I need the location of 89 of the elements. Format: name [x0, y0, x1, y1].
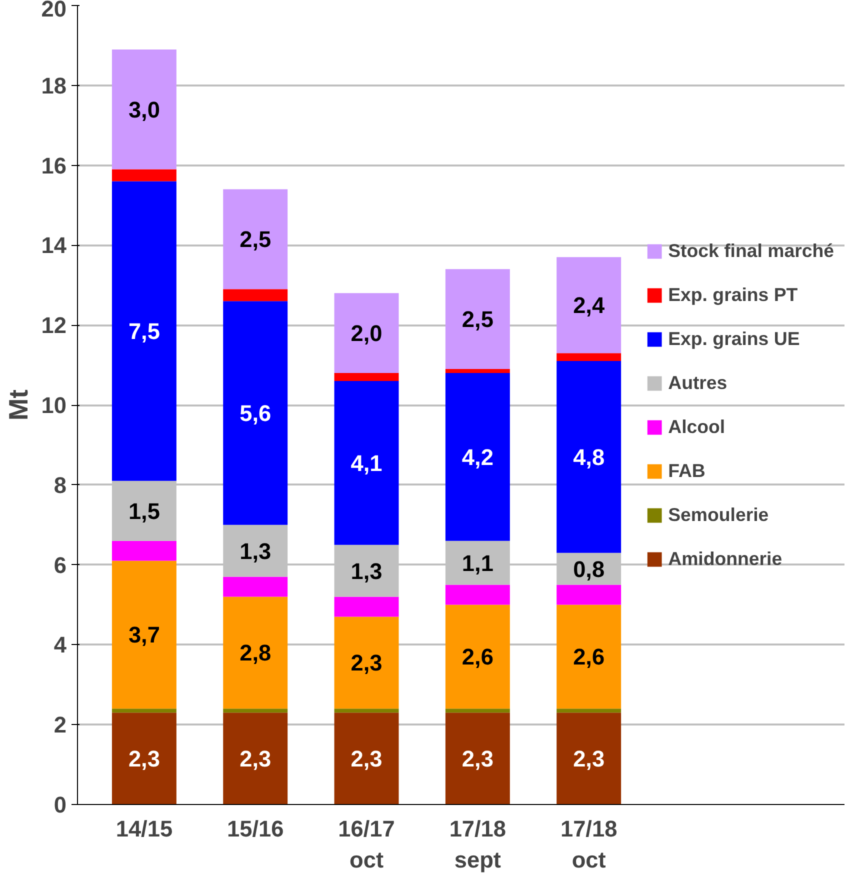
data-label: 5,6 — [240, 400, 272, 426]
data-label: 1,1 — [462, 550, 494, 576]
bar — [334, 544, 399, 597]
data-label: 0,8 — [573, 556, 605, 582]
bar — [223, 289, 288, 302]
legend-label: Exp. grains PT — [668, 284, 798, 306]
bar — [556, 708, 622, 713]
bar — [556, 604, 622, 709]
legend-label: Exp. grains UE — [668, 328, 800, 350]
bar — [445, 373, 510, 541]
y-axis-title: Mt — [3, 389, 34, 421]
bar — [223, 189, 288, 290]
bar — [112, 480, 176, 541]
x-tick-label: 15/16 — [227, 816, 284, 842]
bar — [556, 712, 622, 804]
bar — [334, 373, 399, 382]
bar — [112, 181, 176, 481]
y-tick-label: 4 — [54, 632, 67, 658]
bar — [112, 712, 176, 804]
bar — [112, 169, 176, 182]
y-tick-label: 2 — [54, 712, 67, 738]
y-tick-label: 14 — [41, 232, 67, 258]
data-label: 3,0 — [128, 96, 160, 122]
bar — [223, 708, 288, 713]
bar — [112, 560, 176, 709]
data-label: 4,2 — [462, 444, 494, 470]
data-label: 2,6 — [573, 644, 605, 670]
bar — [334, 293, 399, 374]
y-tick-label: 18 — [41, 72, 66, 98]
x-tick-label: 16/17 oct — [338, 816, 395, 873]
data-label: 3,7 — [128, 622, 160, 648]
bar — [556, 584, 622, 605]
data-label: 2,3 — [240, 746, 272, 772]
bar — [334, 381, 399, 545]
legend-label: Autres — [668, 372, 728, 394]
data-label: 2,3 — [350, 650, 382, 676]
bar — [223, 301, 288, 525]
data-label: 2,8 — [240, 640, 272, 666]
bar — [556, 361, 622, 553]
bar — [445, 540, 510, 585]
data-label: 2,6 — [462, 644, 494, 670]
bar — [445, 584, 510, 605]
bar — [223, 524, 288, 577]
legend-label: Amidonnerie — [668, 548, 782, 570]
x-tick-label: 17/18 sept — [449, 816, 506, 873]
bar — [334, 708, 399, 713]
y-tick-label: 20 — [41, 0, 66, 22]
x-tick-label: 17/18 oct — [560, 816, 618, 873]
data-label: 2,3 — [462, 746, 494, 772]
legend-label: Stock final marché — [668, 240, 834, 262]
y-tick-label: 8 — [54, 472, 67, 498]
bar — [223, 596, 288, 709]
bar — [223, 576, 288, 597]
bar — [445, 712, 510, 804]
bar — [112, 708, 176, 713]
y-tick-label: 10 — [41, 392, 66, 418]
data-label: 2,3 — [573, 746, 605, 772]
data-label: 2,5 — [462, 306, 494, 332]
bar — [112, 540, 176, 561]
data-label: 1,3 — [240, 538, 272, 564]
y-tick-label: 6 — [54, 552, 67, 578]
data-label: 2,5 — [240, 226, 272, 252]
data-label: 4,1 — [350, 450, 382, 476]
data-label: 2,4 — [573, 292, 605, 318]
bar — [445, 269, 510, 370]
y-tick-label: 16 — [41, 152, 66, 178]
y-tick-label: 0 — [54, 792, 67, 818]
bar — [445, 604, 510, 709]
bar — [334, 616, 399, 709]
bar — [556, 257, 622, 354]
data-label: 1,3 — [350, 558, 382, 584]
data-label: 4,8 — [573, 444, 605, 470]
data-label: 1,5 — [128, 498, 160, 524]
legend-label: Alcool — [668, 416, 726, 438]
legend-label: FAB — [668, 460, 706, 482]
bar — [445, 708, 510, 713]
x-tick-label: 14/15 — [116, 816, 173, 842]
legend-label: Semoulerie — [668, 504, 769, 526]
data-label: 7,5 — [128, 318, 160, 344]
data-label: 2,3 — [128, 746, 160, 772]
bar — [556, 353, 622, 362]
bar — [112, 49, 176, 170]
data-label: 2,3 — [350, 746, 382, 772]
y-tick-label: 12 — [41, 312, 66, 338]
bar — [223, 712, 288, 804]
bar — [445, 369, 510, 374]
bar — [334, 596, 399, 617]
data-label: 2,0 — [350, 320, 382, 346]
bar — [334, 712, 399, 804]
